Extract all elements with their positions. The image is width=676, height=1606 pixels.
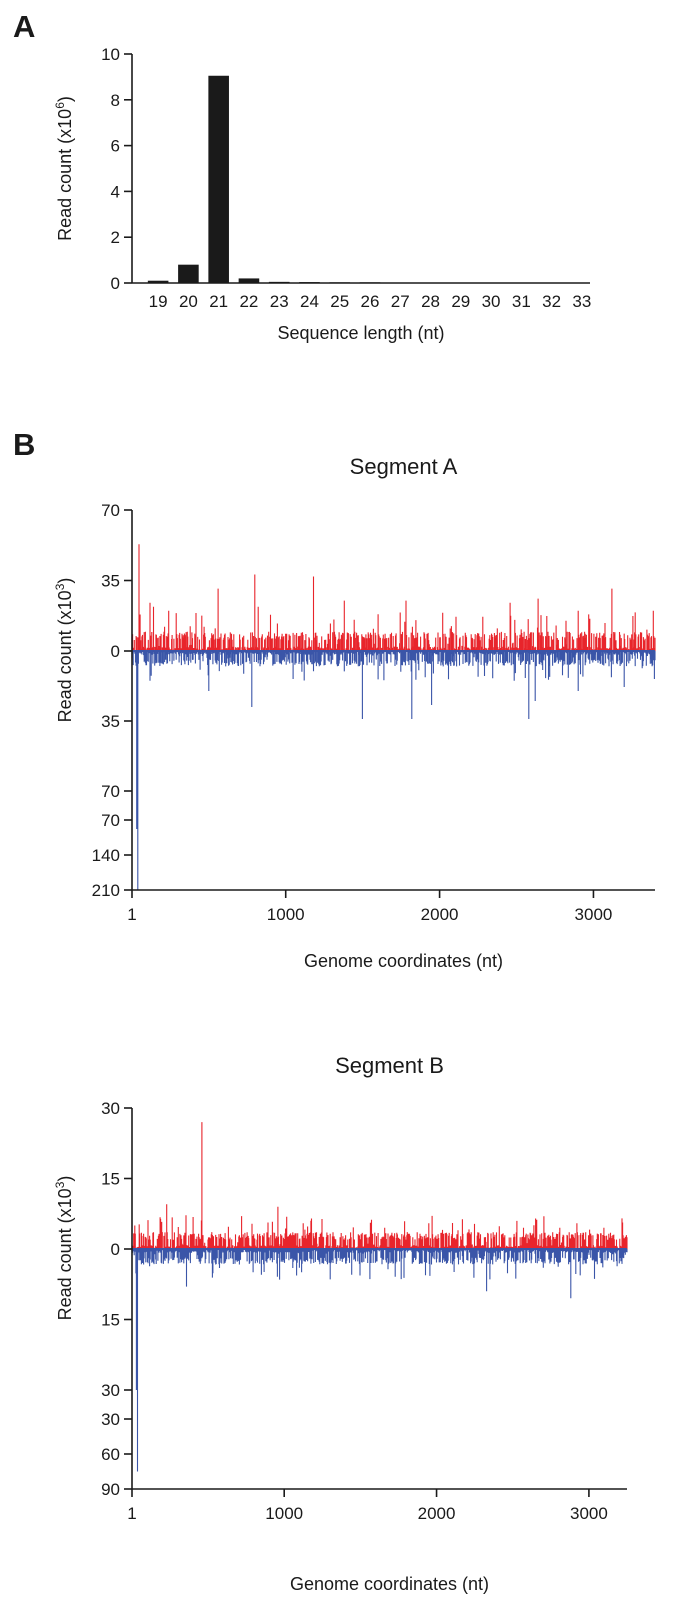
x-tick-label-2: 3000 [570,1504,608,1523]
panel-label-b: B [13,427,35,462]
y-tick-label-1: 70 [101,811,120,830]
x-axis-label-a: Sequence length (nt) [277,323,444,343]
axes-1 [124,509,655,898]
y-tick-label-1: 210 [92,881,120,900]
y-tick-label-2: 15 [101,1311,120,1330]
series-minus-strand-1 [131,651,656,890]
bar-20 [178,264,199,283]
x-tick-label-32: 32 [542,292,561,311]
x-tick-label-1: 1000 [267,905,305,924]
y-tick-label-2: 30 [101,1099,120,1118]
bar-26 [359,282,381,283]
bar-19 [147,280,169,283]
series-minus-strand-2 [131,1249,628,1472]
y-tick-label-2: 15 [101,1170,120,1189]
x-tick-label-33: 33 [572,292,591,311]
bar-21 [208,75,229,283]
y-tick-label-2: 0 [111,1240,120,1259]
y-tick-label-a: 2 [111,228,120,247]
y-tick-label-1: 35 [101,572,120,591]
x-tick-label-23: 23 [270,292,289,311]
y-tick-label-1: 140 [92,846,120,865]
y-tick-label-a: 0 [111,274,120,293]
x-tick-label-28: 28 [421,292,440,311]
y-tick-label-a: 8 [111,91,120,110]
y-tick-label-1: 70 [101,782,120,801]
x-tick-label-30: 30 [482,292,501,311]
x-tick-label-25: 25 [330,292,349,311]
y-tick-label-a: 4 [111,182,120,201]
x-tick-label-27: 27 [391,292,410,311]
x-tick-label-21: 21 [209,292,228,311]
bar-24 [299,282,320,283]
bar-23 [268,281,290,283]
x-tick-label-2: 1 [127,1504,136,1523]
x-axis-label-2: Genome coordinates (nt) [290,1574,489,1594]
panel-label-a: A [13,9,35,44]
x-tick-label-31: 31 [512,292,531,311]
x-tick-label-2: 1000 [265,1504,303,1523]
x-tick-label-2: 2000 [418,1504,456,1523]
line-chart-segment-b: Segment B 30 15 0 15 30 30 60 90 1 1000 2000 3000 Gen… [53,1053,628,1594]
x-tick-label-24: 24 [300,292,319,311]
y-tick-label-1: 0 [111,642,120,661]
x-tick-label-26: 26 [361,292,380,311]
y-tick-label-2: 30 [101,1381,120,1400]
y-axis-label-a: Read count (x106) [53,96,75,241]
line-chart-segment-a: Segment A 70 35 0 35 70 70 140 210 1 1000 2000 3000 G… [53,454,656,971]
y-tick-label-1: 35 [101,712,120,731]
x-tick-label-1: 2000 [421,905,459,924]
y-tick-label-1: 70 [101,501,120,520]
x-axis-label-1: Genome coordinates (nt) [304,951,503,971]
y-axis-label-1: Read count (x103) [53,578,75,723]
chart-title-1: Segment A [350,454,458,479]
axes-2 [124,1107,627,1497]
x-tick-label-19: 19 [149,292,168,311]
y-axis-label-2: Read count (x103) [53,1176,75,1321]
x-tick-label-1: 1 [127,905,136,924]
series-plus-strand-1 [131,544,656,651]
series-plus-strand-2 [131,1122,628,1249]
y-tick-label-2: 30 [101,1410,120,1429]
x-tick-label-20: 20 [179,292,198,311]
y-tick-label-a: 10 [101,45,120,64]
axes-a [124,53,590,284]
x-tick-label-29: 29 [451,292,470,311]
bar-25 [329,282,351,283]
chart-title-2: Segment B [335,1053,444,1078]
y-tick-label-a: 6 [111,137,120,156]
x-tick-label-1: 3000 [575,905,613,924]
y-tick-label-2: 90 [101,1480,120,1499]
x-tick-label-22: 22 [239,292,258,311]
y-tick-label-2: 60 [101,1445,120,1464]
bar-22 [238,278,260,283]
